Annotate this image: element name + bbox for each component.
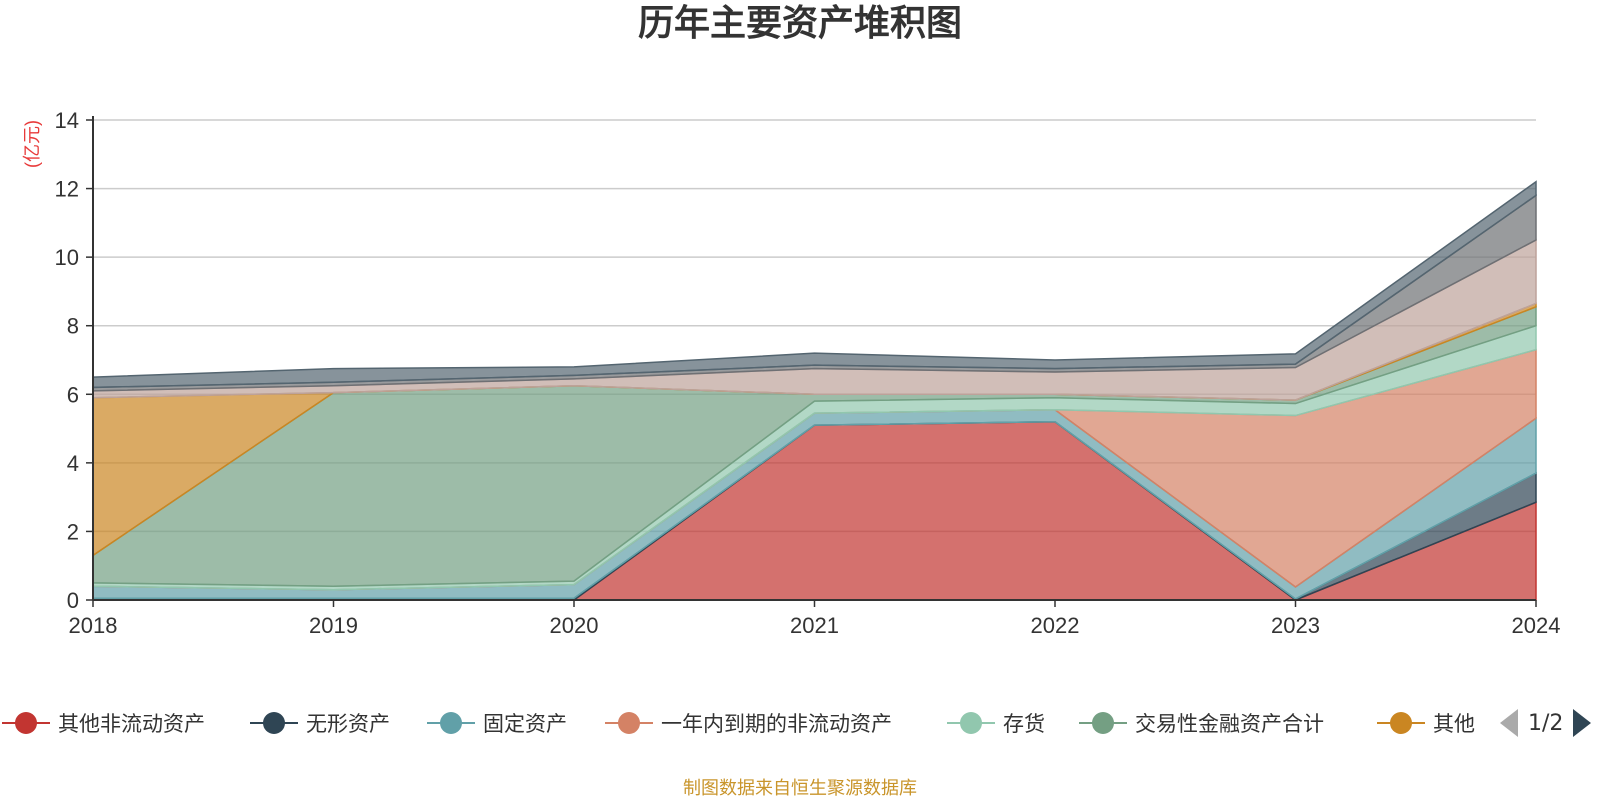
y-tick-label: 14 xyxy=(55,108,79,133)
area-unlabeled-9 xyxy=(92,180,1537,389)
x-tick-label: 2023 xyxy=(1271,613,1320,638)
x-tick-label: 2018 xyxy=(69,613,118,638)
legend-item[interactable]: 存货 xyxy=(945,708,1045,738)
legend-label: 其他非流动资产 xyxy=(58,712,205,736)
y-tick-label: 10 xyxy=(55,245,79,270)
legend-marker-icon xyxy=(425,708,477,738)
legend-marker-icon xyxy=(603,708,655,738)
x-tick-label: 2024 xyxy=(1512,613,1561,638)
legend-prev-page-icon[interactable] xyxy=(1500,709,1518,737)
x-tick-label: 2020 xyxy=(550,613,599,638)
legend-marker-icon xyxy=(1375,708,1427,738)
source-note: 制图数据来自恒生聚源数据库 xyxy=(683,778,917,799)
legend-marker-icon xyxy=(248,708,300,738)
legend-page-indicator: 1/2 xyxy=(1528,710,1564,736)
axes: 0 2 4 6 8 10 12 14 2018 2019 2020 2021 2022 2023 2024 xyxy=(55,108,1561,638)
legend-item[interactable]: 一年内到期的非流动资产 xyxy=(603,708,892,738)
y-tick-label: 8 xyxy=(67,314,79,339)
legend-label: 一年内到期的非流动资产 xyxy=(661,712,892,736)
legend-label: 固定资产 xyxy=(483,712,567,736)
legend: 其他非流动资产 无形资产 固定资产 一年内到期的非流动资产 存货 交易性金融资产合计 其他 xyxy=(0,708,1600,738)
legend-item[interactable]: 无形资产 xyxy=(248,708,390,738)
x-tick-label: 2021 xyxy=(790,613,839,638)
legend-item[interactable]: 固定资产 xyxy=(425,708,567,738)
legend-next-page-icon[interactable] xyxy=(1573,709,1592,737)
legend-item[interactable]: 交易性金融资产合计 xyxy=(1077,708,1324,738)
legend-label: 无形资产 xyxy=(306,712,390,736)
legend-marker-icon xyxy=(945,708,997,738)
y-axis-unit-label: (亿元) xyxy=(22,120,42,168)
legend-item[interactable]: 其他非流动资产 xyxy=(0,708,205,738)
chart-title: 历年主要资产堆积图 xyxy=(637,3,962,44)
area-series-group xyxy=(92,180,1537,601)
y-tick-label: 4 xyxy=(67,451,79,476)
legend-pager: 1/2 xyxy=(1500,708,1592,738)
y-tick-label: 6 xyxy=(67,382,79,407)
y-tick-label: 2 xyxy=(67,519,79,544)
y-tick-label: 12 xyxy=(55,177,79,202)
legend-marker-icon xyxy=(1077,708,1129,738)
y-tick-label: 0 xyxy=(67,588,79,613)
legend-label: 存货 xyxy=(1003,712,1045,736)
x-tick-label: 2019 xyxy=(309,613,358,638)
legend-label: 交易性金融资产合计 xyxy=(1135,712,1324,736)
x-tick-label: 2022 xyxy=(1031,613,1080,638)
legend-label: 其他 xyxy=(1433,712,1475,736)
legend-item[interactable]: 其他 xyxy=(1375,708,1475,738)
legend-marker-icon xyxy=(0,708,52,738)
